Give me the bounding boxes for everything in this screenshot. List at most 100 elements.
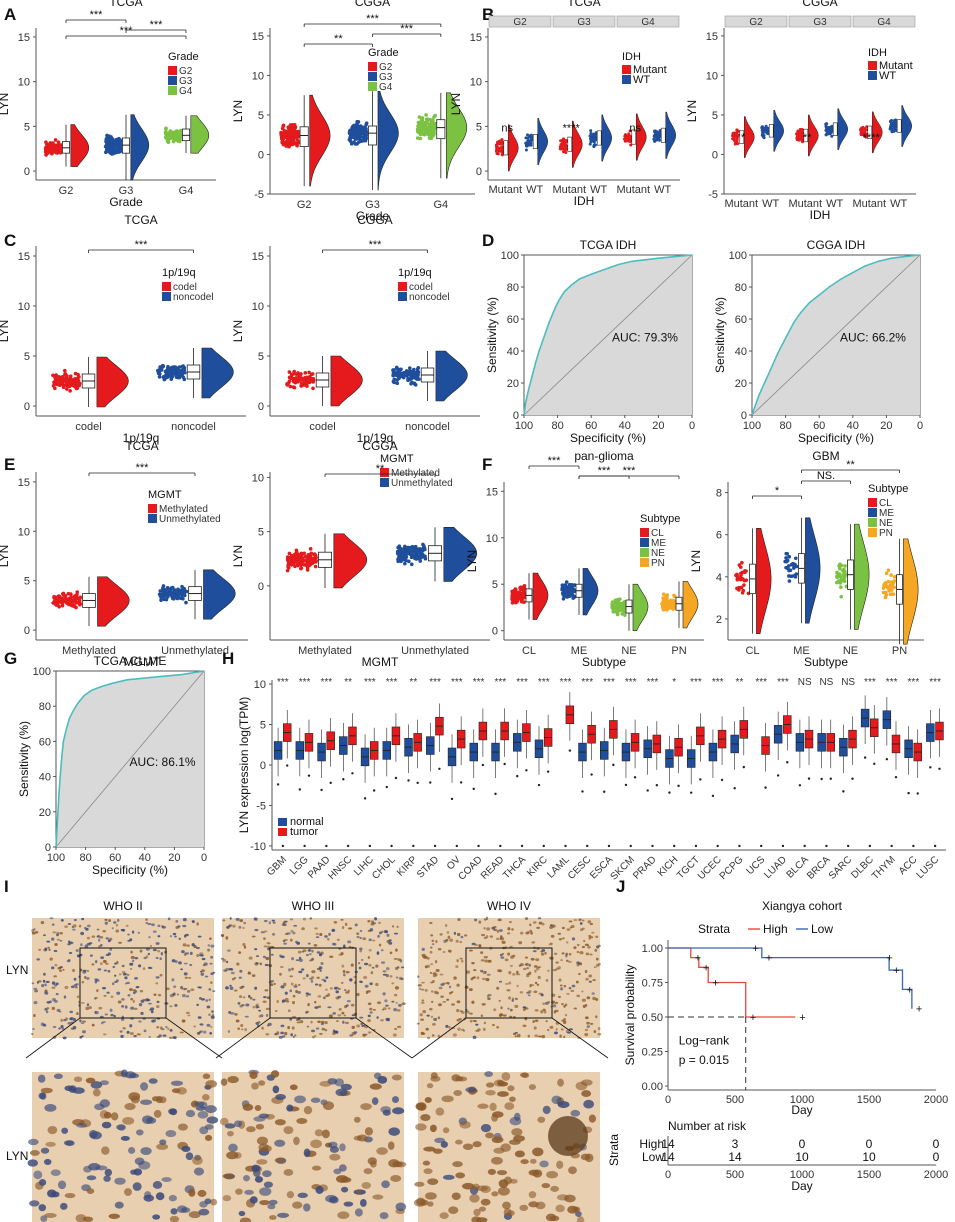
cell [291, 1015, 297, 1018]
cell [160, 1026, 163, 1030]
E2-violin-Unmethylated [443, 526, 478, 582]
cell [329, 987, 333, 990]
C1-point [172, 365, 177, 369]
B1-violin [636, 113, 647, 161]
cell [114, 1201, 124, 1209]
A2-point [427, 136, 432, 140]
cell [75, 949, 79, 952]
H-floor-point [694, 844, 698, 848]
E1-point [180, 592, 185, 596]
cell [597, 1033, 602, 1036]
B2-signif: **** [863, 132, 881, 144]
cell [120, 928, 124, 932]
B1-ylabel: LYN [449, 93, 463, 115]
cell [579, 951, 584, 955]
cell [564, 1013, 568, 1017]
cell [54, 984, 58, 987]
F1-point [669, 600, 674, 604]
cell [130, 1095, 140, 1104]
cell [576, 950, 580, 954]
cell [251, 935, 256, 938]
cell [329, 955, 334, 958]
cell [128, 988, 133, 992]
cell [265, 1007, 270, 1011]
cell [432, 972, 437, 976]
cell [126, 1030, 130, 1034]
cell [508, 971, 512, 975]
B2-point [890, 128, 894, 132]
cell [420, 1001, 425, 1004]
cell [370, 971, 374, 975]
cell [525, 962, 529, 966]
cell [206, 1116, 219, 1124]
cell [356, 935, 360, 939]
cell [382, 992, 386, 996]
E1-ylabel: LYN [0, 545, 11, 567]
E2-point [294, 548, 299, 553]
cell [555, 1028, 558, 1031]
cell [293, 924, 298, 927]
G-xlabel: Specificity (%) [92, 863, 168, 877]
cell [33, 987, 38, 991]
F1-violin-ME [582, 568, 599, 616]
cell [396, 925, 399, 928]
cell [49, 917, 54, 920]
cell [130, 1006, 135, 1010]
C1-xtick-label: noncodel [171, 421, 216, 433]
cell [115, 929, 120, 933]
E1-point [52, 595, 56, 599]
cell [483, 955, 488, 959]
cell [82, 971, 87, 974]
H-floor-point [281, 844, 285, 848]
cell [255, 1123, 265, 1130]
cell [159, 1096, 167, 1104]
F2-legend-label: PN [879, 528, 893, 539]
C1-point [53, 375, 57, 380]
E2-xtick-label: Unmethylated [401, 645, 469, 657]
cell [383, 930, 387, 933]
cell [369, 1083, 382, 1090]
cell [568, 1028, 573, 1031]
A1-point [163, 130, 168, 135]
H-outlier [438, 767, 441, 771]
B1-point [525, 144, 529, 148]
cell [263, 1181, 273, 1188]
cell [160, 952, 164, 956]
F1-point [564, 580, 569, 584]
panel-label-H: H [222, 649, 234, 668]
cell [69, 1016, 74, 1021]
A2-point [360, 130, 365, 135]
cell [344, 1021, 349, 1025]
F1-point [522, 586, 527, 591]
cell [493, 1008, 497, 1012]
cell [589, 922, 594, 926]
cell [462, 1143, 474, 1151]
B1-point [628, 129, 632, 133]
cell [290, 929, 294, 933]
cell [540, 1010, 544, 1014]
cell [592, 979, 596, 981]
cell [431, 943, 435, 946]
G-xtick-label: 100 [47, 852, 65, 864]
cell [534, 1034, 539, 1038]
cell [484, 1071, 494, 1077]
cell [172, 932, 177, 936]
cell [102, 930, 106, 933]
B2-facet-label: G3 [813, 17, 827, 28]
H-outlier [276, 783, 280, 786]
cell [456, 932, 461, 937]
cell [447, 949, 451, 953]
E2-point [408, 549, 412, 554]
cell [263, 919, 268, 923]
cell [305, 953, 310, 957]
C1-point [175, 369, 179, 373]
cell [136, 1033, 141, 1036]
C2-point [303, 379, 308, 384]
A1-xtick-label: G2 [59, 185, 74, 197]
cell [378, 921, 381, 924]
H-xtick-label: UCEC [696, 854, 724, 882]
cell [219, 1117, 229, 1126]
D1-ylabel: Sensitivity (%) [485, 297, 499, 373]
